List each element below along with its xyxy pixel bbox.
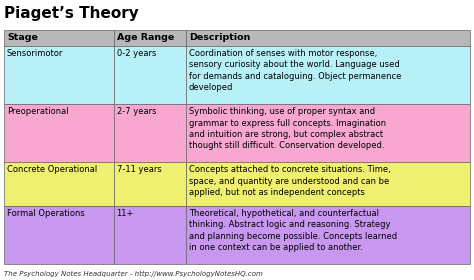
Bar: [113, 206, 186, 264]
Text: Coordination of senses with motor response,
sensory curiosity about the world. L: Coordination of senses with motor respon…: [189, 49, 401, 92]
Bar: [186, 46, 470, 104]
Text: Sensorimotor: Sensorimotor: [7, 49, 64, 58]
Bar: [4, 104, 113, 162]
Text: Theoretical, hypothetical, and counterfactual
thinking. Abstract logic and reaso: Theoretical, hypothetical, and counterfa…: [189, 209, 397, 252]
Text: Stage: Stage: [7, 34, 38, 43]
Text: Concrete Operational: Concrete Operational: [7, 165, 97, 174]
Text: Description: Description: [189, 34, 250, 43]
Bar: [186, 30, 470, 46]
Text: 7-11 years: 7-11 years: [117, 165, 161, 174]
Text: Formal Operations: Formal Operations: [7, 209, 85, 218]
Bar: [113, 162, 186, 206]
Text: Concepts attached to concrete situations. Time,
space, and quantity are understo: Concepts attached to concrete situations…: [189, 165, 391, 197]
Text: 11+: 11+: [117, 209, 134, 218]
Bar: [4, 206, 113, 264]
Bar: [186, 206, 470, 264]
Bar: [113, 30, 186, 46]
Bar: [4, 46, 113, 104]
Bar: [113, 104, 186, 162]
Text: Piaget’s Theory: Piaget’s Theory: [4, 6, 139, 21]
Text: Symbolic thinking, use of proper syntax and
grammar to express full concepts. Im: Symbolic thinking, use of proper syntax …: [189, 107, 386, 150]
Text: Age Range: Age Range: [117, 34, 174, 43]
Text: The Psychology Notes Headquarter - http://www.PsychologyNotesHQ.com: The Psychology Notes Headquarter - http:…: [4, 271, 263, 277]
Text: Preoperational: Preoperational: [7, 107, 69, 116]
Bar: [4, 30, 113, 46]
Bar: [186, 104, 470, 162]
Bar: [186, 162, 470, 206]
Text: 0-2 years: 0-2 years: [117, 49, 156, 58]
Bar: [4, 162, 113, 206]
Text: 2-7 years: 2-7 years: [117, 107, 156, 116]
Bar: [113, 46, 186, 104]
